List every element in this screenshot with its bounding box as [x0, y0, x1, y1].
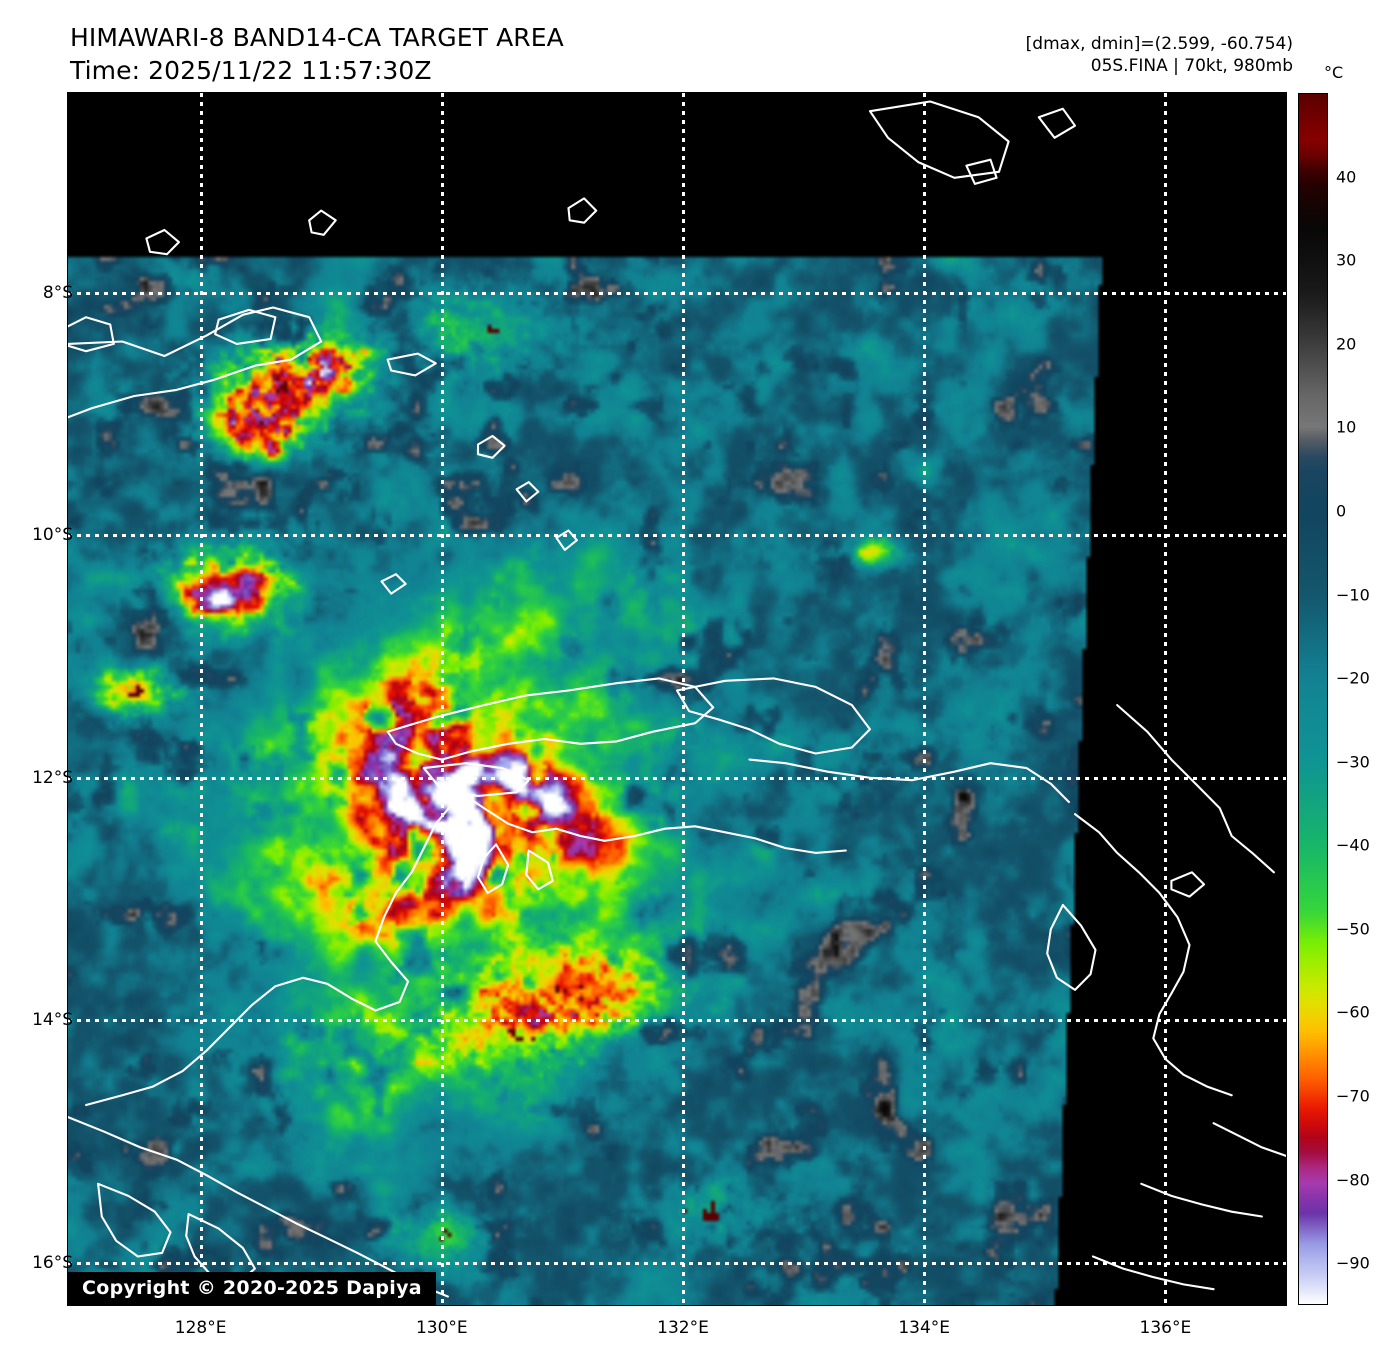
colorbar-tick-4: 0	[1336, 501, 1347, 521]
x-axis-tick-1: 130°E	[415, 1318, 468, 1338]
satellite-infrared-image[interactable]	[68, 93, 1286, 1305]
colorbar-tick-5: −10	[1336, 585, 1370, 605]
page-title: HIMAWARI-8 BAND14-CA TARGET AREA	[70, 23, 564, 52]
coastline-path	[476, 434, 506, 459]
colorbar-tick-11: −70	[1336, 1086, 1370, 1106]
colorbar-tick-0: 40	[1336, 167, 1357, 187]
colorbar-tick-7: −30	[1336, 752, 1370, 772]
coastline-path	[97, 1182, 172, 1258]
colorbar-tick-9: −50	[1336, 919, 1370, 939]
coastline-path	[386, 352, 437, 377]
y-axis-tick-0: 8°S	[42, 282, 73, 303]
colorbar-tick-8: −40	[1336, 835, 1370, 855]
metadata-block: [dmax, dmin]=(2.599, -60.754) 05S.FINA |…	[1026, 33, 1293, 78]
coastline-path	[675, 677, 872, 755]
storm-info-label: 05S.FINA | 70kt, 980mb	[1090, 56, 1293, 77]
coastline-path	[68, 1116, 449, 1298]
y-axis-tick-3: 14°S	[32, 1010, 73, 1031]
y-axis-tick-1: 10°S	[32, 525, 73, 546]
coastline-overlay	[68, 100, 1286, 1298]
coastline-path	[386, 677, 715, 761]
x-axis-tick-4: 136°E	[1139, 1318, 1192, 1338]
coastline-path	[525, 849, 554, 891]
colorbar-tick-3: 10	[1336, 417, 1357, 437]
coastline-path	[748, 758, 1070, 804]
colorbar-tick-13: −90	[1336, 1253, 1370, 1273]
coastline-path	[1046, 903, 1097, 991]
coastline-path	[1212, 1122, 1286, 1157]
coastline-path	[1091, 1255, 1215, 1291]
copyright-notice: Copyright © 2020-2025 Dapiya	[68, 1272, 436, 1305]
x-axis-tick-0: 128°E	[174, 1318, 227, 1338]
data-range-label: [dmax, dmin]=(2.599, -60.754)	[1025, 34, 1293, 54]
coastline-path	[1140, 1182, 1263, 1218]
colorbar-tick-2: 20	[1336, 334, 1357, 354]
coastline-path	[868, 100, 1010, 179]
coastline-path	[1073, 813, 1233, 1097]
coastline-path	[555, 529, 578, 551]
title-block: HIMAWARI-8 BAND14-CA TARGET AREA Time: 2…	[70, 22, 564, 87]
colorbar-unit-label: °C	[1324, 63, 1344, 82]
coastline-path	[1116, 704, 1275, 874]
coastline-path	[214, 308, 277, 345]
timestamp: Time: 2025/11/22 11:57:30Z	[70, 55, 432, 85]
coastline-path	[85, 800, 455, 1107]
y-axis-tick-2: 12°S	[32, 767, 73, 788]
colorbar-tick-6: −20	[1336, 668, 1370, 688]
coastline-path	[476, 843, 510, 894]
coastline-path	[422, 762, 530, 798]
coastline-path	[458, 791, 847, 854]
colorbar-tick-12: −80	[1336, 1170, 1370, 1190]
colorbar-tick-1: 30	[1336, 250, 1357, 270]
coastline-path	[380, 573, 407, 595]
coastline-path	[515, 481, 540, 503]
coastline-path	[965, 158, 998, 185]
colorbar-gradient	[1299, 94, 1327, 1304]
colorbar-tick-10: −60	[1336, 1002, 1370, 1022]
x-axis-tick-2: 132°E	[657, 1318, 709, 1338]
coastline-path	[145, 228, 180, 256]
coastline-path	[1037, 107, 1077, 139]
coastline-path	[1170, 871, 1206, 898]
x-axis-tick-3: 134°E	[898, 1318, 951, 1338]
colorbar[interactable]	[1298, 93, 1328, 1305]
coastline-path	[567, 197, 598, 224]
coastline-path	[68, 316, 115, 353]
ir-brightness-temperature-raster	[68, 93, 1286, 1305]
coastline-path	[308, 209, 337, 236]
coastline-path	[68, 306, 323, 419]
y-axis-tick-4: 16°S	[32, 1252, 73, 1273]
